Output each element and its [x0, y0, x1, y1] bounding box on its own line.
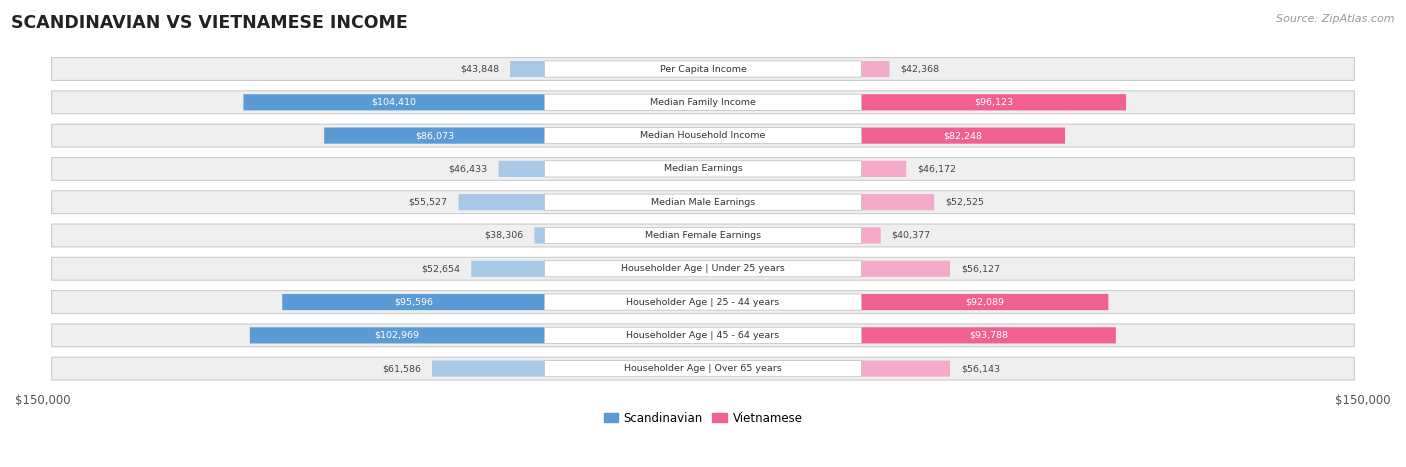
FancyBboxPatch shape — [52, 357, 1354, 380]
FancyBboxPatch shape — [325, 127, 544, 144]
FancyBboxPatch shape — [458, 194, 544, 210]
Text: $55,527: $55,527 — [409, 198, 447, 207]
Text: Householder Age | Over 65 years: Householder Age | Over 65 years — [624, 364, 782, 373]
FancyBboxPatch shape — [52, 124, 1354, 147]
FancyBboxPatch shape — [862, 94, 1126, 110]
Text: $46,172: $46,172 — [917, 164, 956, 173]
Text: Householder Age | 45 - 64 years: Householder Age | 45 - 64 years — [627, 331, 779, 340]
Text: $46,433: $46,433 — [449, 164, 488, 173]
FancyBboxPatch shape — [534, 227, 544, 244]
Text: Median Male Earnings: Median Male Earnings — [651, 198, 755, 207]
FancyBboxPatch shape — [544, 94, 862, 110]
FancyBboxPatch shape — [499, 161, 544, 177]
Text: Householder Age | 25 - 44 years: Householder Age | 25 - 44 years — [627, 297, 779, 306]
FancyBboxPatch shape — [52, 324, 1354, 347]
Text: $38,306: $38,306 — [484, 231, 523, 240]
FancyBboxPatch shape — [510, 61, 544, 77]
FancyBboxPatch shape — [544, 327, 862, 343]
FancyBboxPatch shape — [52, 191, 1354, 213]
FancyBboxPatch shape — [862, 194, 934, 210]
FancyBboxPatch shape — [862, 361, 950, 377]
Text: $52,525: $52,525 — [945, 198, 984, 207]
FancyBboxPatch shape — [52, 91, 1354, 114]
FancyBboxPatch shape — [52, 57, 1354, 80]
FancyBboxPatch shape — [471, 261, 544, 277]
Text: Median Female Earnings: Median Female Earnings — [645, 231, 761, 240]
FancyBboxPatch shape — [544, 194, 862, 210]
Text: $93,788: $93,788 — [969, 331, 1008, 340]
FancyBboxPatch shape — [862, 294, 1108, 310]
FancyBboxPatch shape — [432, 361, 544, 377]
FancyBboxPatch shape — [52, 157, 1354, 180]
FancyBboxPatch shape — [52, 290, 1354, 313]
FancyBboxPatch shape — [544, 127, 862, 144]
FancyBboxPatch shape — [544, 61, 862, 77]
Legend: Scandinavian, Vietnamese: Scandinavian, Vietnamese — [599, 407, 807, 429]
FancyBboxPatch shape — [243, 94, 544, 110]
FancyBboxPatch shape — [862, 161, 907, 177]
Text: Source: ZipAtlas.com: Source: ZipAtlas.com — [1277, 14, 1395, 24]
Text: $42,368: $42,368 — [900, 64, 939, 73]
FancyBboxPatch shape — [544, 227, 862, 244]
FancyBboxPatch shape — [544, 361, 862, 377]
FancyBboxPatch shape — [544, 294, 862, 310]
Text: $82,248: $82,248 — [943, 131, 983, 140]
Text: $96,123: $96,123 — [974, 98, 1014, 107]
FancyBboxPatch shape — [544, 261, 862, 277]
Text: Median Household Income: Median Household Income — [640, 131, 766, 140]
Text: SCANDINAVIAN VS VIETNAMESE INCOME: SCANDINAVIAN VS VIETNAMESE INCOME — [11, 14, 408, 32]
FancyBboxPatch shape — [862, 327, 1116, 343]
FancyBboxPatch shape — [250, 327, 544, 343]
Text: $52,654: $52,654 — [422, 264, 460, 273]
Text: Per Capita Income: Per Capita Income — [659, 64, 747, 73]
Text: $86,073: $86,073 — [415, 131, 454, 140]
FancyBboxPatch shape — [52, 257, 1354, 280]
FancyBboxPatch shape — [862, 227, 880, 244]
Text: $43,848: $43,848 — [460, 64, 499, 73]
Text: $95,596: $95,596 — [394, 297, 433, 306]
FancyBboxPatch shape — [52, 224, 1354, 247]
Text: $92,089: $92,089 — [966, 297, 1004, 306]
Text: $104,410: $104,410 — [371, 98, 416, 107]
FancyBboxPatch shape — [862, 61, 890, 77]
Text: $61,586: $61,586 — [382, 364, 420, 373]
Text: $102,969: $102,969 — [374, 331, 419, 340]
Text: $56,143: $56,143 — [962, 364, 1000, 373]
Text: Median Family Income: Median Family Income — [650, 98, 756, 107]
Text: Householder Age | Under 25 years: Householder Age | Under 25 years — [621, 264, 785, 273]
FancyBboxPatch shape — [862, 127, 1064, 144]
FancyBboxPatch shape — [544, 161, 862, 177]
Text: Median Earnings: Median Earnings — [664, 164, 742, 173]
Text: $56,127: $56,127 — [962, 264, 1000, 273]
Text: $40,377: $40,377 — [891, 231, 931, 240]
FancyBboxPatch shape — [283, 294, 544, 310]
FancyBboxPatch shape — [862, 261, 950, 277]
